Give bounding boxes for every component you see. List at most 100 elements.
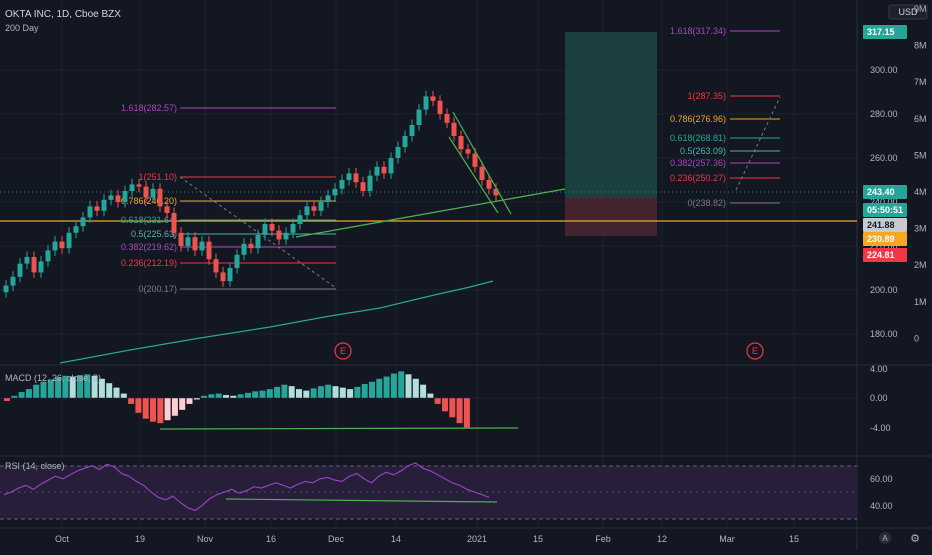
- candle[interactable]: [255, 229, 261, 254]
- fib-level-right[interactable]: 1(287.35): [687, 91, 780, 101]
- price-tag[interactable]: 243.40: [863, 185, 907, 199]
- fib-level-left[interactable]: 0.786(240.20): [121, 196, 336, 206]
- earnings-marker-1[interactable]: E: [334, 342, 352, 360]
- candle[interactable]: [332, 183, 338, 201]
- candle[interactable]: [381, 161, 387, 179]
- ma-200-line[interactable]: [59, 280, 494, 364]
- candle[interactable]: [304, 200, 310, 221]
- candle[interactable]: [24, 251, 30, 270]
- settings-gear-icon[interactable]: ⚙: [910, 533, 920, 545]
- rsi-label[interactable]: RSI (14, close): [5, 461, 65, 471]
- candle[interactable]: [262, 218, 268, 241]
- fib-level-right[interactable]: 0.618(268.81): [670, 133, 780, 143]
- candle[interactable]: [213, 253, 219, 278]
- candle[interactable]: [430, 90, 436, 107]
- candle[interactable]: [3, 280, 9, 298]
- candle[interactable]: [465, 143, 471, 160]
- price-tag[interactable]: 317.15: [863, 25, 907, 39]
- candle[interactable]: [276, 225, 282, 245]
- macd-trend-line[interactable]: [159, 427, 519, 430]
- price-tag[interactable]: 224.81: [863, 248, 907, 262]
- price-tag[interactable]: 05:50:51: [863, 203, 907, 217]
- candle[interactable]: [409, 119, 415, 142]
- candle[interactable]: [437, 95, 443, 120]
- fib-level-left[interactable]: 1(251.10): [138, 172, 336, 182]
- price-tag[interactable]: 241.88: [863, 218, 907, 232]
- candle[interactable]: [143, 181, 149, 204]
- fib-level-right[interactable]: 1.618(317.34): [670, 26, 780, 36]
- candle[interactable]: [192, 231, 198, 256]
- fib-trend-dashed-right[interactable]: [735, 96, 781, 191]
- fib-level-left[interactable]: 0(200.17): [138, 284, 336, 294]
- candle[interactable]: [290, 218, 296, 239]
- candle[interactable]: [486, 174, 492, 195]
- candle[interactable]: [66, 227, 72, 254]
- candle[interactable]: [402, 130, 408, 153]
- candle[interactable]: [38, 255, 44, 278]
- candle[interactable]: [241, 238, 247, 261]
- candle[interactable]: [220, 266, 226, 287]
- candle[interactable]: [115, 189, 121, 208]
- candle[interactable]: [318, 196, 324, 217]
- candle[interactable]: [59, 236, 65, 254]
- symbol-title[interactable]: OKTA INC, 1D, Cboe BZX: [5, 9, 121, 20]
- candle[interactable]: [472, 148, 478, 173]
- ma-indicator-label[interactable]: 200 Day: [5, 23, 39, 33]
- candle[interactable]: [367, 170, 373, 197]
- candle[interactable]: [94, 200, 100, 217]
- candle[interactable]: [297, 209, 303, 230]
- candle[interactable]: [353, 167, 359, 188]
- candle[interactable]: [395, 141, 401, 164]
- candle[interactable]: [164, 200, 170, 219]
- candle[interactable]: [101, 194, 107, 217]
- price-tag[interactable]: 230.89: [863, 232, 907, 246]
- candle[interactable]: [416, 104, 422, 131]
- candle[interactable]: [234, 249, 240, 274]
- currency-badge[interactable]: [888, 4, 928, 20]
- candle[interactable]: [157, 183, 163, 212]
- candle[interactable]: [311, 200, 317, 217]
- candle[interactable]: [325, 189, 331, 208]
- fib-level-right[interactable]: 0.382(257.36): [670, 158, 780, 168]
- candle[interactable]: [227, 262, 233, 287]
- candle[interactable]: [122, 185, 128, 208]
- candle[interactable]: [136, 178, 142, 193]
- candle[interactable]: [178, 227, 184, 252]
- fib-level-left[interactable]: 1.618(282.57): [121, 103, 336, 113]
- candle[interactable]: [269, 218, 275, 237]
- candle[interactable]: [374, 161, 380, 182]
- candle[interactable]: [479, 161, 485, 186]
- candle[interactable]: [451, 117, 457, 142]
- candle[interactable]: [444, 108, 450, 129]
- candle[interactable]: [73, 220, 79, 239]
- candle[interactable]: [129, 178, 135, 197]
- rsi-line[interactable]: [3, 462, 490, 512]
- long-position-profit-zone[interactable]: [565, 32, 657, 198]
- candle[interactable]: [17, 258, 23, 283]
- fib-level-right[interactable]: 0(238.82): [687, 198, 780, 208]
- candle[interactable]: [185, 231, 191, 252]
- candle[interactable]: [87, 200, 93, 223]
- candle[interactable]: [283, 227, 289, 245]
- fib-level-left[interactable]: 0.618(231.64): [121, 215, 336, 225]
- long-position-loss-zone[interactable]: [565, 198, 657, 236]
- candle[interactable]: [199, 236, 205, 256]
- candle[interactable]: [346, 167, 352, 186]
- candle[interactable]: [80, 211, 86, 232]
- candle[interactable]: [171, 207, 177, 239]
- price-scale[interactable]: [857, 0, 932, 550]
- price-pane[interactable]: [0, 0, 857, 365]
- candle[interactable]: [423, 90, 429, 116]
- macd-label[interactable]: MACD (12, 26, close, 9): [5, 373, 101, 383]
- candle[interactable]: [458, 130, 464, 155]
- candle[interactable]: [150, 183, 156, 204]
- candle[interactable]: [339, 174, 345, 195]
- fib-level-right[interactable]: 0.786(276.96): [670, 114, 780, 124]
- channel-line-lower[interactable]: [448, 136, 499, 214]
- rsi-trend-line[interactable]: [225, 498, 498, 503]
- candle[interactable]: [360, 176, 366, 197]
- fib-trend-dashed-left[interactable]: [179, 176, 337, 289]
- candle[interactable]: [388, 152, 394, 179]
